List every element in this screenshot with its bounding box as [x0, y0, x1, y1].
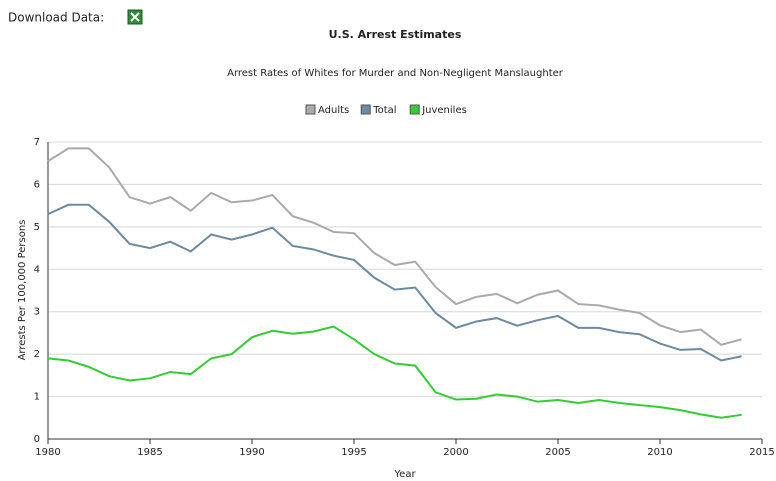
- y-tick-label: 3: [34, 307, 40, 318]
- series-line: [47, 147, 742, 346]
- legend-swatch: [409, 104, 420, 115]
- x-tick-label: 2010: [647, 447, 672, 458]
- chart-title: U.S. Arrest Estimates: [329, 28, 462, 41]
- legend-label: Total: [372, 105, 396, 116]
- x-tick-label: 1990: [239, 447, 264, 458]
- y-tick-label: 4: [34, 264, 40, 275]
- y-axis-label: Arrests Per 100,000 Persons: [17, 220, 28, 361]
- series-line: [47, 203, 742, 362]
- y-tick-label: 1: [34, 392, 40, 403]
- legend-label: Juveniles: [421, 105, 467, 116]
- x-tick-label: 1980: [35, 447, 60, 458]
- y-tick-label: 6: [34, 179, 40, 190]
- y-tick-label: 2: [34, 349, 40, 360]
- legend-swatch: [305, 104, 316, 115]
- y-tick-label: 7: [34, 137, 40, 148]
- x-tick-label: 2000: [443, 447, 468, 458]
- x-tick-label: 1985: [137, 447, 162, 458]
- y-tick-label: 5: [34, 222, 40, 233]
- icon-glyph: [130, 12, 140, 22]
- series-line: [47, 325, 742, 419]
- chart-subtitle: Arrest Rates of Whites for Murder and No…: [227, 68, 564, 79]
- legend-swatch: [360, 104, 371, 115]
- x-tick-label: 2005: [545, 447, 570, 458]
- download-label: Download Data:: [8, 11, 104, 25]
- legend-label: Adults: [318, 105, 349, 116]
- y-tick-label: 0: [34, 434, 40, 445]
- x-tick-label: 2015: [749, 447, 774, 458]
- excel-icon[interactable]: [127, 9, 143, 25]
- x-axis-label: Year: [393, 469, 416, 480]
- x-tick-label: 1995: [341, 447, 366, 458]
